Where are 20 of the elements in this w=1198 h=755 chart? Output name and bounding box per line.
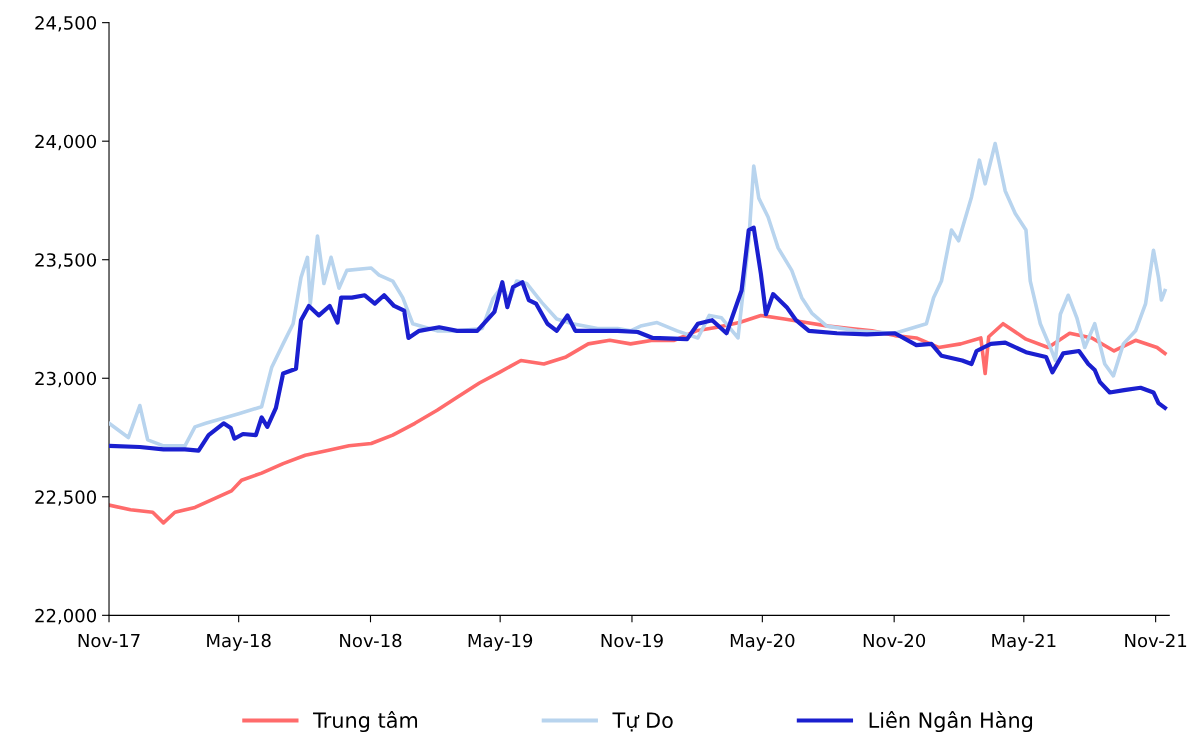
legend-label: Trung tâm — [313, 711, 418, 733]
y-tick-label: 22,000 — [35, 608, 97, 625]
y-tick-label: 24,500 — [35, 16, 97, 32]
x-tick-label: Nov-19 — [601, 633, 663, 648]
x-tick-label: May-19 — [468, 633, 533, 651]
legend-label: Liên Ngân Hàng — [869, 711, 1033, 733]
legend-label: Tự Do — [612, 712, 673, 732]
x-tick-label: May-20 — [730, 633, 795, 651]
x-tick-label: Nov-20 — [863, 633, 926, 648]
y-tick-label: 23,000 — [35, 371, 97, 388]
x-tick-label: May-21 — [992, 633, 1056, 651]
x-tick-label: Nov-17 — [78, 633, 140, 648]
y-tick-label: 24,000 — [35, 134, 97, 151]
x-tick-label: Nov-21 — [1125, 633, 1187, 648]
y-tick-label: 23,500 — [35, 253, 97, 269]
x-tick-label: Nov-18 — [340, 633, 402, 648]
y-tick-label: 22,500 — [35, 490, 97, 506]
line-series — [109, 141, 1167, 448]
line-series — [109, 225, 1168, 453]
x-tick-label: May-18 — [207, 633, 271, 651]
